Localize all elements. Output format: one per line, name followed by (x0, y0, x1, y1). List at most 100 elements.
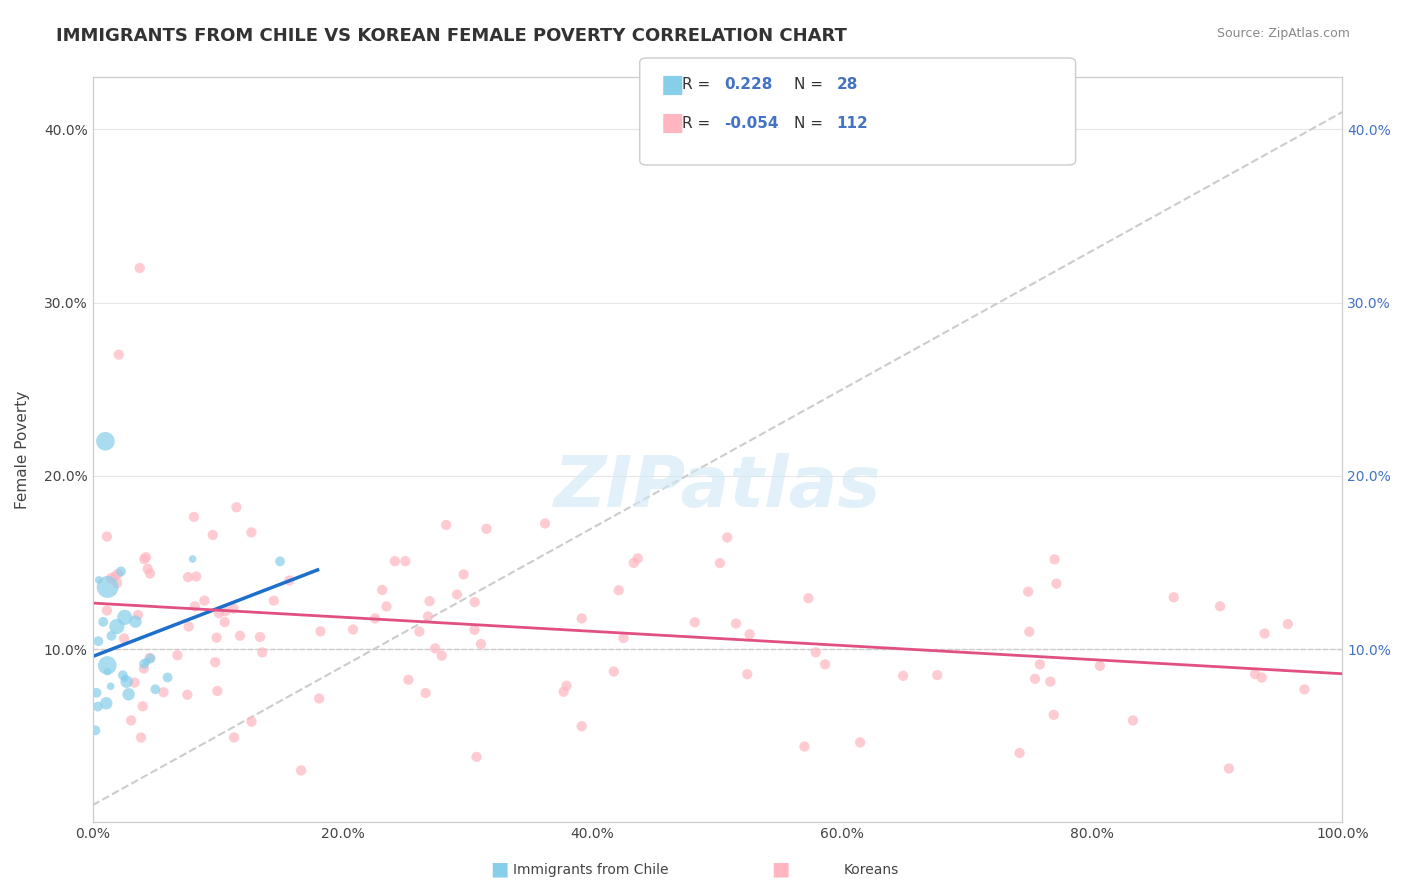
Point (186, 569, 208, 583)
Point (1042, 707, 1064, 722)
Point (111, 668, 134, 682)
Point (571, 719, 593, 733)
Point (1163, 591, 1185, 605)
Point (1294, 682, 1316, 697)
Point (135, 550, 157, 565)
Point (107, 348, 129, 362)
Point (131, 699, 153, 714)
Point (134, 552, 156, 566)
Point (105, 619, 128, 633)
Point (927, 668, 949, 682)
Point (1008, 746, 1031, 760)
Point (465, 750, 488, 764)
Point (375, 599, 398, 614)
Point (87, 699, 110, 714)
Point (204, 655, 226, 669)
Point (96, 658, 118, 673)
Point (177, 619, 200, 633)
Point (1277, 617, 1299, 632)
Point (394, 554, 416, 568)
Point (94, 434, 117, 449)
Point (193, 593, 215, 607)
Point (553, 684, 575, 698)
Point (1017, 584, 1039, 599)
Point (252, 645, 274, 659)
Text: 28: 28 (837, 78, 858, 92)
Point (222, 731, 245, 745)
Y-axis label: Female Poverty: Female Poverty (15, 391, 30, 509)
Point (132, 657, 155, 671)
Point (416, 609, 439, 624)
Point (205, 631, 228, 645)
Point (627, 551, 650, 566)
Point (225, 500, 247, 515)
Point (1253, 626, 1275, 640)
Point (96, 530, 118, 544)
Point (115, 674, 138, 689)
Point (86, 686, 108, 700)
Point (84, 723, 107, 738)
Point (804, 645, 827, 659)
Point (105, 576, 128, 591)
Point (145, 682, 167, 697)
Point (214, 615, 236, 629)
Text: 112: 112 (837, 116, 869, 130)
Point (240, 714, 263, 729)
Point (1122, 714, 1144, 728)
Point (415, 686, 437, 700)
Point (136, 562, 159, 576)
Point (534, 516, 557, 531)
Point (107, 566, 129, 581)
Point (249, 630, 271, 644)
Point (603, 665, 626, 679)
Point (117, 687, 139, 701)
Text: ZIPatlas: ZIPatlas (554, 453, 882, 522)
Point (709, 556, 731, 570)
Point (290, 764, 312, 778)
Point (793, 739, 815, 754)
Point (240, 525, 263, 540)
Text: R =: R = (682, 116, 716, 130)
Text: Koreans: Koreans (844, 863, 900, 877)
Text: Source: ZipAtlas.com: Source: ZipAtlas.com (1216, 27, 1350, 40)
Point (124, 675, 146, 690)
Point (396, 673, 419, 687)
Point (364, 611, 387, 625)
Point (97, 580, 120, 594)
Point (207, 684, 229, 698)
Point (1039, 674, 1062, 689)
Point (571, 611, 593, 625)
Point (110, 565, 132, 579)
Point (222, 601, 245, 615)
Point (96, 603, 118, 617)
Point (183, 510, 205, 524)
Point (104, 569, 127, 583)
Point (278, 574, 301, 588)
Point (555, 679, 578, 693)
Point (735, 667, 758, 681)
Point (1024, 672, 1046, 686)
Point (814, 657, 837, 672)
Point (1043, 552, 1066, 566)
Point (96, 696, 118, 710)
Point (623, 556, 645, 570)
Point (475, 522, 498, 536)
Point (1209, 599, 1232, 614)
Text: Immigrants from Chile: Immigrants from Chile (513, 863, 668, 877)
Point (309, 624, 332, 639)
Point (229, 629, 252, 643)
Point (716, 530, 738, 544)
Point (208, 606, 231, 620)
Point (176, 688, 198, 702)
Point (423, 641, 446, 656)
Point (612, 631, 634, 645)
Point (607, 583, 630, 598)
Point (1018, 624, 1040, 639)
Point (139, 651, 162, 665)
Point (891, 669, 914, 683)
Point (177, 570, 200, 584)
Point (849, 735, 872, 749)
Text: IMMIGRANTS FROM CHILE VS KOREAN FEMALE POVERTY CORRELATION CHART: IMMIGRANTS FROM CHILE VS KOREAN FEMALE P… (56, 27, 846, 45)
Point (384, 554, 406, 568)
Point (129, 731, 152, 745)
